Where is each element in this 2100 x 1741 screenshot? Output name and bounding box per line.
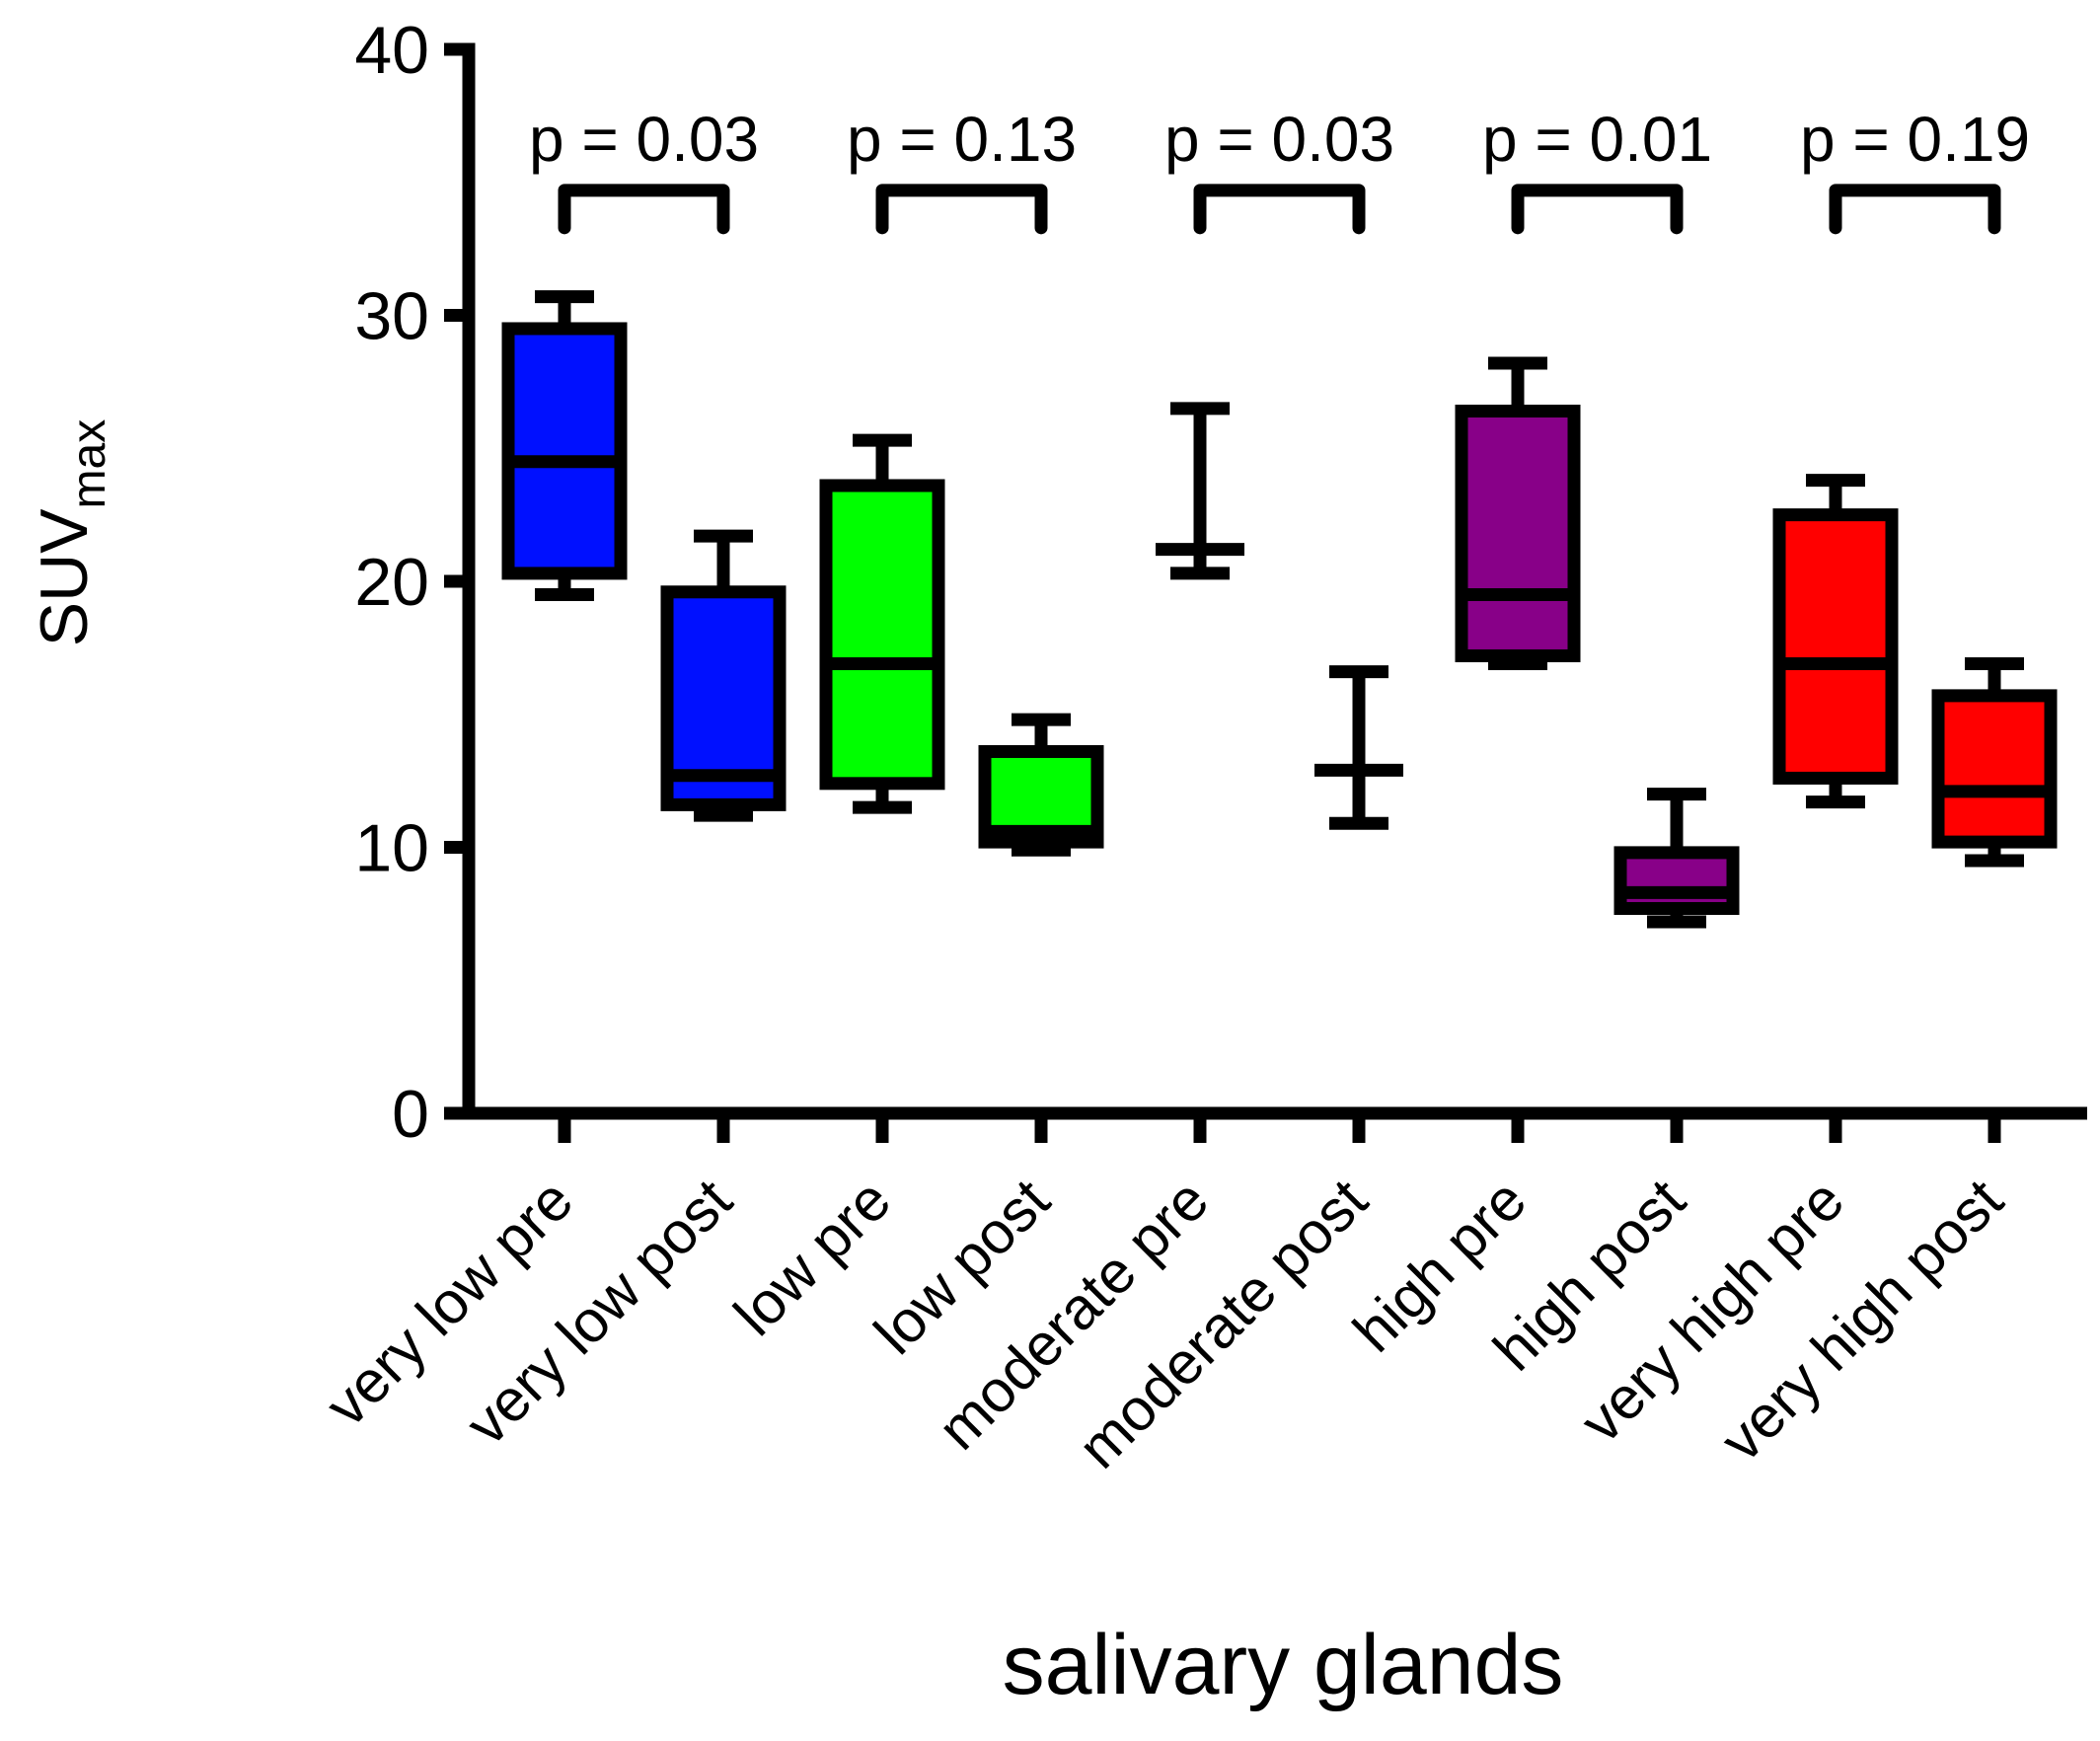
y-tick-label: 0 <box>392 1077 429 1152</box>
y-tick-label: 20 <box>354 545 429 620</box>
p-value-label: p = 0.13 <box>847 104 1077 175</box>
bracket-moderate-pre: p = 0.03 <box>1164 104 1394 235</box>
box-very-low-pre <box>501 290 628 601</box>
y-axis-title: SUVmax <box>27 419 115 647</box>
bracket-line <box>1829 184 2001 235</box>
bracket-line <box>1511 184 1684 235</box>
x-tick-label: moderate pre <box>925 1167 1221 1463</box>
box-high-pre <box>1455 356 1581 671</box>
box-iqr <box>501 322 628 580</box>
box-low-pre <box>819 433 945 814</box>
y-tick-label: 30 <box>354 279 429 354</box>
bracket-line <box>558 184 730 235</box>
bracket-line <box>875 184 1048 235</box>
box-iqr <box>1772 508 1899 785</box>
bracket-very-high-pre: p = 0.19 <box>1800 104 2030 235</box>
x-axis-title: salivary glands <box>1003 1618 1564 1712</box>
y-axis-title-subscript: max <box>63 419 115 509</box>
p-value-label: p = 0.01 <box>1482 104 1712 175</box>
box-iqr <box>1455 405 1581 662</box>
y-axis-title-main: SUV <box>27 508 102 646</box>
box-very-low-post <box>660 529 787 822</box>
bracket-low-pre: p = 0.13 <box>847 104 1077 235</box>
bracket-high-pre: p = 0.01 <box>1482 104 1712 235</box>
box-moderate-post <box>1314 665 1403 830</box>
box-iqr <box>819 479 945 791</box>
p-value-label: p = 0.19 <box>1800 104 2030 175</box>
box-very-high-pre <box>1772 474 1899 809</box>
box-iqr <box>1931 689 2058 849</box>
box-iqr <box>1613 846 1740 915</box>
p-value-label: p = 0.03 <box>529 104 759 175</box>
p-value-label: p = 0.03 <box>1164 104 1394 175</box>
box-series <box>501 290 2058 929</box>
y-tick-label: 40 <box>354 13 429 88</box>
y-tick-label: 10 <box>354 811 429 886</box>
axis-labels: SUVmax salivary glands <box>27 419 1563 1712</box>
box-moderate-pre <box>1156 402 1244 580</box>
significance-brackets: p = 0.03 p = 0.13 p = 0.03 p = 0.01 p = 0.19 <box>529 104 2030 235</box>
bracket-very-low-pre: p = 0.03 <box>529 104 759 235</box>
bracket-line <box>1193 184 1366 235</box>
box-low-post <box>978 713 1104 857</box>
x-tick-label: moderate post <box>1066 1167 1381 1481</box>
box-very-high-post <box>1931 657 2058 868</box>
x-tick-label: very high post <box>1708 1167 2016 1475</box>
box-high-post <box>1613 788 1740 929</box>
